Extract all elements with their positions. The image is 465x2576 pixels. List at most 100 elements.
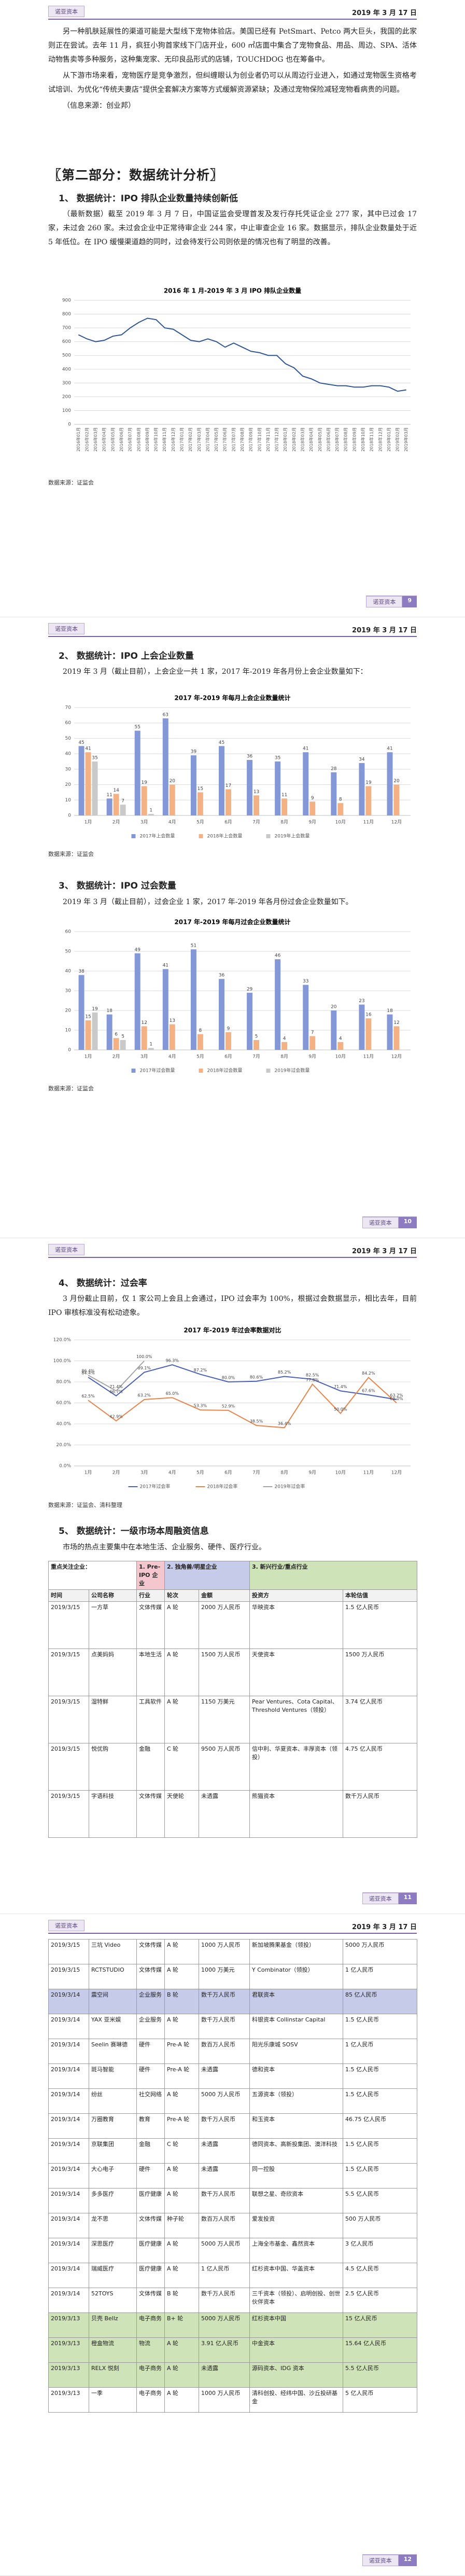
value-label: 11 [106, 793, 112, 798]
table-cell: 企业服务 [136, 2014, 165, 2039]
brand: 诺亚资本 [48, 623, 84, 634]
table-cell: 2019/3/15 [48, 1939, 89, 1964]
bar [120, 1040, 126, 1050]
column-header: 轮次 [164, 1589, 199, 1602]
x-tick-label: 12月 [391, 1054, 402, 1060]
table-cell: 1500 万人民币 [343, 1649, 417, 1696]
value-label: 96.3% [166, 1358, 179, 1363]
table-cell: 15.64 亿人民币 [343, 2337, 417, 2363]
brand: 诺亚资本 [362, 2555, 399, 2566]
table-cell: 数千万人民币 [199, 2113, 250, 2139]
x-tick-label: 2016年03月 [93, 427, 98, 452]
section-body: 2019 年 3 月（截止目前），上会企业一共 1 家，2017 年-2019 … [48, 665, 417, 681]
value-label: 49 [135, 947, 141, 952]
table-cell: 未透露 [199, 1790, 250, 1838]
source: （信息来源：创业邦） [63, 102, 135, 110]
table-cell: 上海全市基金、鑫然资本 [249, 2238, 343, 2263]
table-cell: 数千万人民币 [199, 2188, 250, 2213]
x-tick-label: 2018年09月 [351, 427, 357, 452]
table-cell: 联想之星、奇欣资本 [249, 2188, 343, 2213]
value-label: 63.2% [137, 1393, 151, 1398]
value-label: 77.8% [306, 1378, 319, 1382]
table-cell: 德同资本、高新投集团、澳洋科技 [249, 2138, 343, 2164]
line [88, 1364, 397, 1401]
y-tick-label: 50 [65, 736, 72, 741]
table-cell: 德和资本 [249, 2063, 343, 2089]
x-tick-label: 2019年03月 [403, 427, 408, 452]
legend-label: 2018年过会数量 [207, 1068, 243, 1074]
legend-label: 2017年过会数量 [140, 1068, 175, 1074]
brand: 诺亚资本 [48, 1920, 84, 1931]
table-row: 2019/3/14 万圈教育 教育 Pre-A 轮数千万人民币 和玉资本 46.75 亿人… [48, 2113, 417, 2139]
value-label: 13 [170, 1018, 175, 1023]
table-cell: 电子商务 [136, 2312, 165, 2338]
page-number: 12 [398, 2555, 417, 2566]
table-cell: 1 亿人民币 [343, 1964, 417, 1989]
table-cell: 科银资本 Collinstar Capital [249, 2014, 343, 2039]
paragraph: 从下游市场来看，宠物医疗是竞争激烈，但纠缠眼认为创业者仍可以从周边行业进入，如通… [48, 72, 417, 94]
table-cell: 龙不思 [89, 2213, 137, 2238]
table-cell: 5000 万人民币 [199, 2088, 250, 2114]
chart: 2017 年-2019 年过会率数据对比 0.0% 20.0% 40.0% 60.0% 8… [53, 1326, 411, 1490]
table-cell: 46.75 亿人民币 [343, 2113, 417, 2139]
table-cell: 未透露 [199, 2063, 250, 2089]
value-label: 45 [219, 740, 224, 745]
table-cell: A 轮 [164, 2163, 199, 2189]
value-label: 41 [85, 746, 91, 752]
value-label: 65.0% [166, 1391, 179, 1396]
table-cell: 教育 [136, 2113, 165, 2139]
y-tick-label: 10 [65, 1028, 72, 1033]
bar [275, 761, 281, 815]
value-label: 82.5% [306, 1373, 319, 1377]
table-cell: 数千万人民币 [199, 2014, 250, 2039]
value-label: 36 [219, 973, 225, 978]
value-label: 86.4% [81, 1369, 95, 1374]
page-header: 诺亚资本 2019 年 3 月 17 日 [48, 1919, 417, 1934]
date: 2019 年 3 月 17 日 [352, 1923, 417, 1931]
legend-item: 1. Pre-IPO 企业 [136, 1561, 165, 1590]
value-label: 19 [141, 780, 147, 785]
table-cell: 瑞威医疗 [89, 2263, 137, 2288]
value-label: 1 [149, 808, 152, 813]
table-cell: 4.5 亿人民币 [343, 2263, 417, 2288]
value-label: 5 [121, 1034, 124, 1040]
value-label: 23 [359, 999, 364, 1004]
value-label: 29 [247, 987, 253, 992]
table-cell: 3 亿人民币 [343, 2238, 417, 2263]
x-tick-label: 2016年09月 [145, 427, 150, 452]
value-label: 39 [191, 750, 197, 755]
x-tick-label: 2016年08月 [136, 427, 141, 452]
legend-item: 2. 独角兽/明星企业 [164, 1561, 250, 1590]
value-label: 89.1% [137, 1366, 151, 1370]
page: 诺亚资本 2019 年 3 月 17 日 另一种肌肤延展性的渠道可能是大型线下宠物… [0, 0, 465, 617]
table-cell: 1000 万人民币 [199, 2387, 250, 2413]
header-row: 时间 公司名称 行业 轮次 金额 投资方 本轮估值 [48, 1589, 417, 1602]
x-tick-label: 5月 [196, 1054, 204, 1060]
table-cell: 1 亿人民币 [199, 2263, 250, 2288]
bar [134, 953, 140, 1050]
table-cell: A 轮 [164, 2387, 199, 2413]
table-row: 2019/3/14 龙不思 文体传媒 种子轮 数百万人民币 爱发投资 500 万人民币 [48, 2213, 417, 2238]
table-cell: 52TOYS [89, 2288, 137, 2313]
paragraph: 2019 年 3 月（截止目前），上会企业一共 1 家，2017 年-2019 … [63, 668, 368, 676]
value-label: 35 [92, 756, 97, 761]
section-body: （最新数据）截至 2019 年 3 月 7 日，中国证监会受理首发及发行存托凭证… [48, 207, 417, 252]
y-tick-label: 100 [62, 408, 71, 413]
table-cell: 1.5 亿人民币 [343, 2063, 417, 2089]
page-number: 9 [402, 596, 417, 607]
value-label: 36 [247, 754, 253, 759]
value-label: 71.4% [109, 1384, 123, 1389]
table-cell: 同一控股 [249, 2163, 343, 2189]
table-cell: 2019/3/14 [48, 2063, 89, 2089]
x-tick-label: 2018年01月 [283, 427, 288, 452]
table-row: 2019/3/15 三坑 Video 文体传媒 A 轮 1000 万人民币 新加坡腾果基金… [48, 1939, 417, 1964]
table-cell: YAX 亚米娱 [89, 2014, 137, 2039]
value-label: 41 [303, 746, 308, 752]
table-cell: A 轮 [164, 1964, 199, 1989]
value-label: 41 [163, 963, 168, 968]
y-tick-label: 30 [65, 767, 72, 772]
bar [134, 730, 140, 815]
table-cell: 9500 万人民币 [199, 1743, 250, 1791]
table-cell: 2019/3/13 [48, 2312, 89, 2338]
table-cell: A 轮 [164, 2238, 199, 2263]
